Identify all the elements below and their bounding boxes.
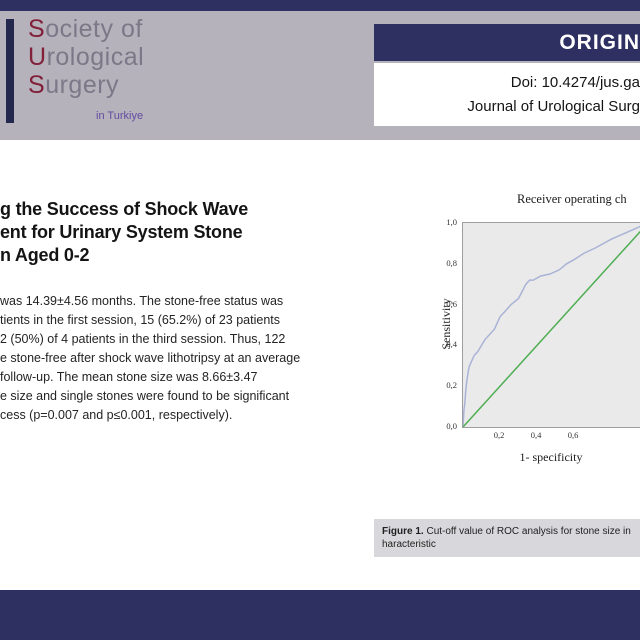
article-title-line: n Aged 0-2 xyxy=(0,245,90,266)
reference-line xyxy=(463,230,640,427)
y-axis-ticks: 1,0 0,8 0,6 0,4 0,2 0,0 xyxy=(440,217,459,431)
chart-title: Receiver operating ch xyxy=(517,192,627,206)
abstract-line: tients in the first session, 15 (65.2%) … xyxy=(0,313,281,327)
society-logo-text: Society of Urological Surgery xyxy=(28,15,144,99)
x-tick-label: 0,2 xyxy=(493,430,505,440)
logo-initial: U xyxy=(28,43,47,71)
plot-area xyxy=(462,222,640,428)
abstract-line: cess (p=0.007 and p≤0.001, respectively)… xyxy=(0,408,233,422)
journal-header: Society of Urological Surgery in Turkiye… xyxy=(0,11,640,140)
x-tick-label: 0,6 xyxy=(567,430,579,440)
x-tick-label: 0,4 xyxy=(530,430,542,440)
top-accent-bar xyxy=(0,0,640,11)
logo-line-surgery: Surgery xyxy=(28,71,144,99)
doi-box: Doi: 10.4274/jus.ga Journal of Urologica… xyxy=(374,63,640,126)
society-logo-mark xyxy=(6,19,14,123)
figure-caption: Figure 1. Cut-off value of ROC analysis … xyxy=(374,519,640,557)
article-type-label: ORIGIN xyxy=(559,30,640,54)
logo-tagline: in Turkiye xyxy=(96,110,144,122)
y-tick-label: 0,2 xyxy=(446,380,457,391)
y-tick-label: 0,8 xyxy=(446,257,457,268)
x-axis-label: 1- specificity xyxy=(519,450,583,464)
roc-curve xyxy=(463,225,640,427)
x-axis-ticks: 0,2 0,4 0,6 xyxy=(462,430,640,442)
abstract-line: follow-up. The mean stone size was 8.66±… xyxy=(0,370,258,384)
article-type-banner: ORIGIN xyxy=(374,24,640,61)
journal-name: Journal of Urological Surg xyxy=(467,98,640,115)
y-tick-label: 0,6 xyxy=(446,298,457,309)
y-tick-label: 0,4 xyxy=(446,339,457,350)
figure-caption-label: Figure 1. xyxy=(382,526,424,537)
logo-rest: urgery xyxy=(45,71,120,99)
y-tick-label: 1,0 xyxy=(446,217,457,227)
roc-chart: Receiver operating ch Sensitivity 1,0 0,8… xyxy=(439,188,640,468)
article-title-line: g the Success of Shock Wave xyxy=(0,199,249,220)
logo-initial: S xyxy=(28,15,46,43)
figure-caption-line1: Figure 1. Cut-off value of ROC analysis … xyxy=(382,525,632,538)
figure-caption-text: Cut-off value of ROC analysis for stone … xyxy=(426,526,631,537)
footer-bar xyxy=(0,590,640,640)
abstract-line: e stone-free after shock wave lithotrips… xyxy=(0,351,301,365)
logo-rest: ociety of xyxy=(45,15,143,43)
article-title: g the Success of Shock Wave ent for Urina… xyxy=(0,198,248,267)
logo-line-urological: Urological xyxy=(28,43,144,71)
abstract-text: was 14.39±4.56 months. The stone-free st… xyxy=(0,292,300,425)
logo-line-society: Society of xyxy=(28,15,144,43)
roc-curve-svg xyxy=(463,225,640,427)
abstract-line: was 14.39±4.56 months. The stone-free st… xyxy=(0,294,284,308)
article-title-line: ent for Urinary System Stone xyxy=(0,222,243,243)
logo-initial: S xyxy=(28,71,46,99)
figure-caption-line2: haracteristic xyxy=(382,539,436,550)
abstract-line: 2 (50%) of 4 patients in the third sessi… xyxy=(0,332,286,346)
logo-rest: rological xyxy=(46,43,145,71)
abstract-line: e size and single stones were found to b… xyxy=(0,389,290,403)
doi-text: Doi: 10.4274/jus.ga xyxy=(510,74,640,91)
y-tick-label: 0,0 xyxy=(446,421,457,431)
